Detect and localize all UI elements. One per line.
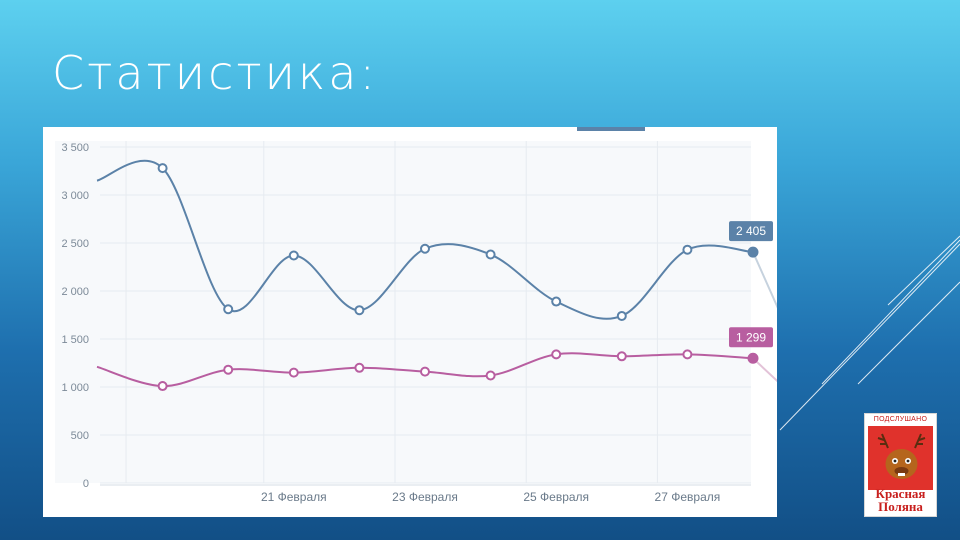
value-badge <box>729 327 773 348</box>
data-point <box>420 243 430 254</box>
data-point <box>485 249 496 260</box>
value-badge-label: 1 299 <box>736 330 766 344</box>
series-line-forecast <box>752 357 777 383</box>
x-tick-label: 27 Февраля <box>655 490 721 504</box>
highlight-point <box>747 352 759 364</box>
value-badge-label: 2 405 <box>736 224 766 238</box>
logo-name-line1: Красная <box>875 486 926 501</box>
data-point <box>223 304 234 315</box>
logo: ПОДСЛУШАНО Красная Поляна <box>864 413 937 517</box>
data-point <box>551 349 562 360</box>
y-tick-label: 3 000 <box>61 190 89 202</box>
logo-deer-icon <box>868 426 933 490</box>
slide-title: Статистика: <box>52 46 378 100</box>
highlight-point <box>747 246 759 258</box>
data-point <box>485 370 496 381</box>
data-point <box>682 244 693 255</box>
plot-area <box>55 141 751 483</box>
data-point <box>354 305 365 316</box>
data-point <box>157 381 168 392</box>
logo-top-text: ПОДСЛУШАНО <box>873 416 928 423</box>
y-tick-label: 500 <box>71 430 89 442</box>
x-tick-label: 25 Февраля <box>523 490 589 504</box>
value-badge <box>729 221 773 242</box>
data-point <box>616 351 627 362</box>
y-tick-label: 1 500 <box>61 334 89 346</box>
y-tick-label: 1 000 <box>61 382 89 394</box>
data-point <box>420 366 430 377</box>
data-point <box>288 367 299 378</box>
series-line-forecast <box>752 251 777 309</box>
data-point <box>616 310 627 321</box>
y-tick-label: 0 <box>83 478 89 490</box>
y-tick-label: 2 000 <box>61 286 89 298</box>
x-tick-label: 23 Февраля <box>392 490 458 504</box>
x-tick-label: 21 Февраля <box>261 490 327 504</box>
logo-name: Красная Поляна <box>865 487 936 513</box>
data-point <box>223 364 234 375</box>
data-point <box>682 349 693 360</box>
y-tick-label: 2 500 <box>61 238 89 250</box>
data-point <box>157 163 168 174</box>
chart-panel: 0 500 1 000 1 500 2 000 2 500 3 000 3 500 21 Фев… <box>43 127 777 517</box>
y-tick-label: 3 500 <box>61 142 89 154</box>
data-point <box>288 250 299 261</box>
data-point <box>354 362 365 373</box>
top-tab-indicator <box>577 127 645 131</box>
line-chart: 0 500 1 000 1 500 2 000 2 500 3 000 3 500 21 Фев… <box>55 127 777 504</box>
logo-name-line2: Поляна <box>878 499 923 514</box>
data-point <box>551 296 562 307</box>
series-line <box>96 159 754 320</box>
